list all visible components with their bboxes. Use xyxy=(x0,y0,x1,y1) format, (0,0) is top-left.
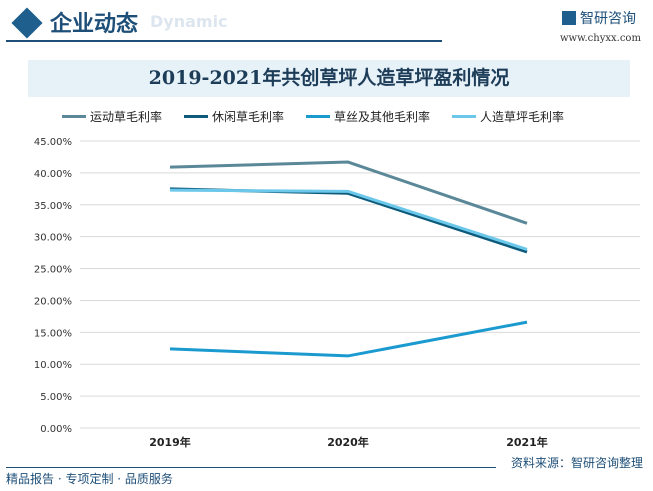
series-line-0 xyxy=(169,160,528,225)
y-tick-label: 5.00% xyxy=(40,392,72,403)
x-tick-label: 2021年 xyxy=(506,435,548,449)
brand-name: 智研咨询 xyxy=(580,11,636,27)
chart-title-box: 2019-2021年共创草坪人造草坪盈利情况 xyxy=(28,60,630,97)
legend-swatch xyxy=(62,115,86,118)
chart-title: 2019-2021年共创草坪人造草坪盈利情况 xyxy=(148,67,510,89)
footer-divider xyxy=(6,467,496,468)
y-tick-label: 45.00% xyxy=(34,137,72,148)
legend-label: 人造草坪毛利率 xyxy=(480,110,565,124)
x-tick-label: 2020年 xyxy=(327,435,369,449)
legend-item: 草丝及其他毛利率 xyxy=(306,108,430,125)
y-tick-label: 10.00% xyxy=(34,360,72,371)
y-tick-label: 35.00% xyxy=(34,201,72,212)
y-tick-label: 0.00% xyxy=(40,424,72,435)
chart-legend: 运动草毛利率 休闲草毛利率 草丝及其他毛利率 人造草坪毛利率 xyxy=(62,108,564,125)
legend-swatch xyxy=(306,115,331,118)
y-tick-label: 30.00% xyxy=(34,233,72,244)
brand-url: www.chyxx.com xyxy=(560,33,641,44)
header-title: 企业动态 xyxy=(50,12,139,37)
footer-slogan: 精品报告 · 专项定制 · 品质服务 xyxy=(6,472,173,486)
header-divider xyxy=(6,40,442,42)
y-tick-label: 25.00% xyxy=(34,265,72,276)
brand-logo-icon xyxy=(562,11,576,25)
header-subtitle-en: Dynamic xyxy=(150,12,228,31)
legend-label: 休闲草毛利率 xyxy=(212,110,285,124)
legend-item: 休闲草毛利率 xyxy=(184,108,284,125)
legend-swatch xyxy=(452,115,477,118)
series-line-2 xyxy=(169,320,528,358)
legend-swatch xyxy=(184,115,209,118)
series-line-3 xyxy=(169,188,528,251)
brand: 智研咨询 xyxy=(562,8,636,28)
x-tick-label: 2019年 xyxy=(149,435,191,449)
y-tick-label: 40.00% xyxy=(34,169,72,180)
legend-item: 运动草毛利率 xyxy=(62,108,162,125)
legend-item: 人造草坪毛利率 xyxy=(452,108,564,125)
series-line-1 xyxy=(169,187,528,254)
legend-label: 草丝及其他毛利率 xyxy=(334,110,431,124)
legend-label: 运动草毛利率 xyxy=(90,110,163,124)
y-tick-label: 15.00% xyxy=(34,328,72,339)
footer-source: 资料来源：智研咨询整理 xyxy=(510,456,643,470)
y-tick-label: 20.00% xyxy=(34,296,72,307)
